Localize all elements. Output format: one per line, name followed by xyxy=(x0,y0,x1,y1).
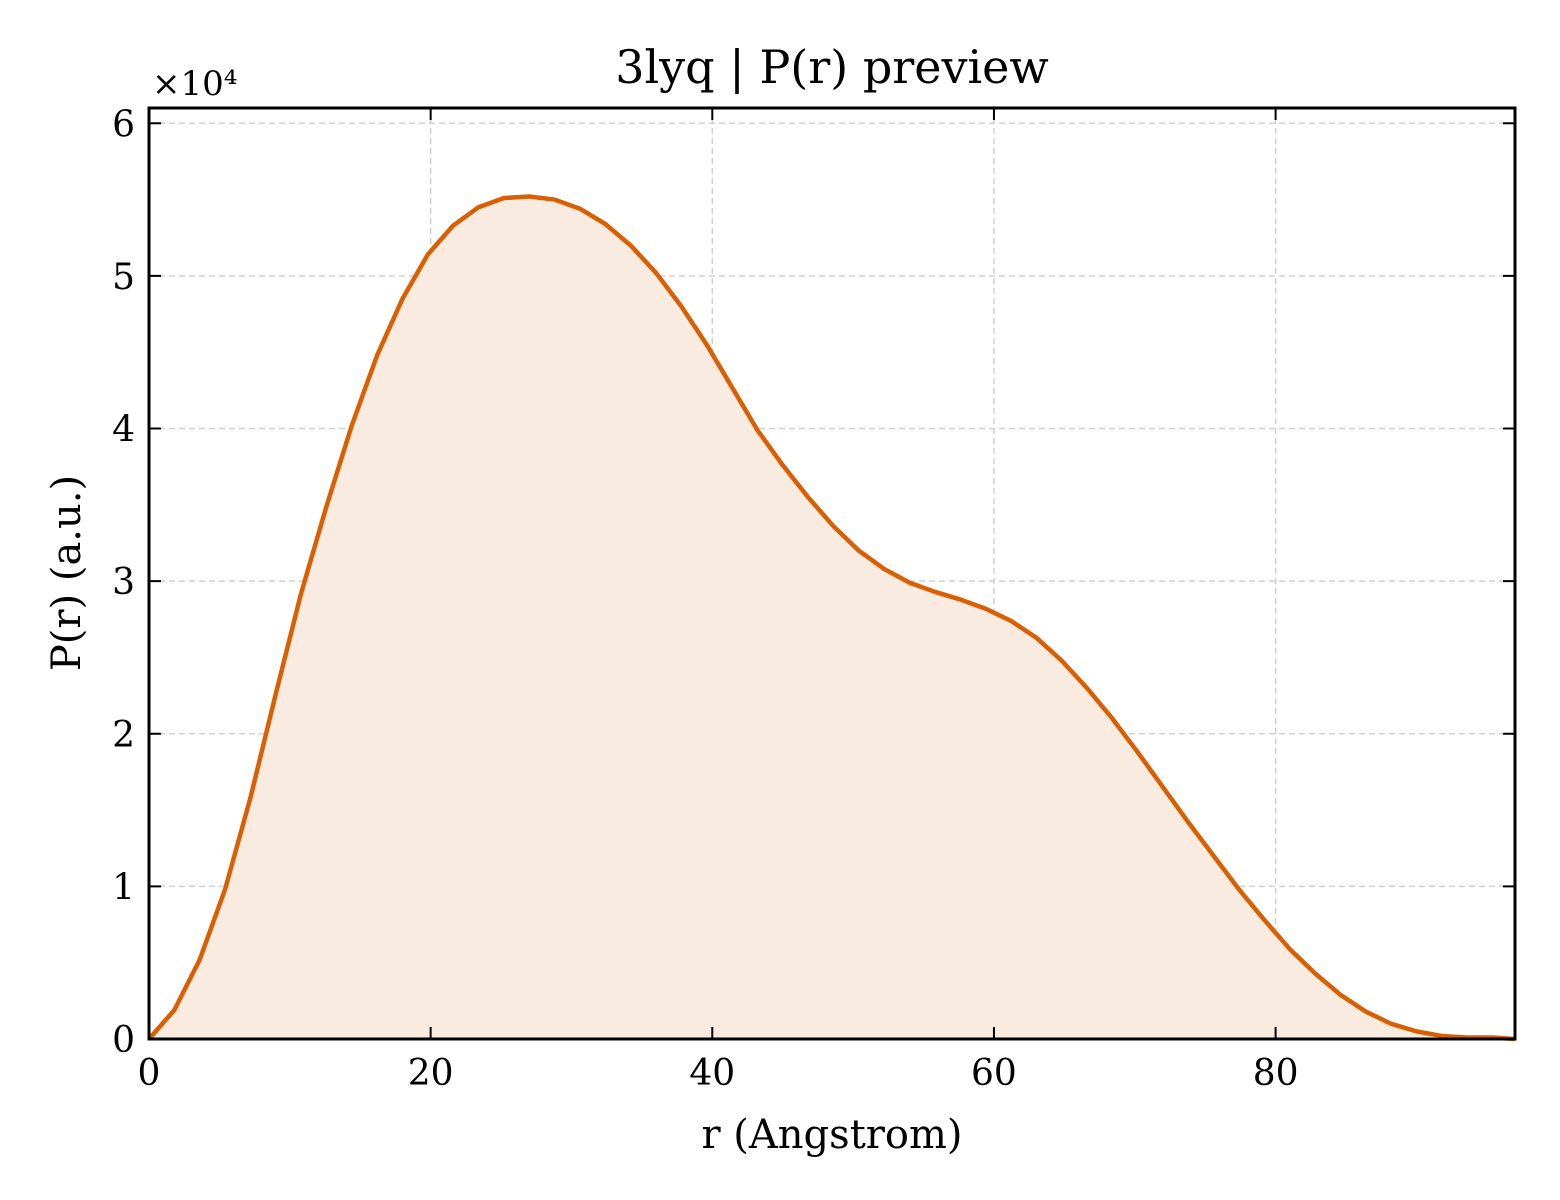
y-tick-label: 2 xyxy=(112,715,135,756)
y-tick-label: 4 xyxy=(112,410,135,451)
area-fill xyxy=(149,196,1515,1039)
y-axis-label: P(r) (a.u.) xyxy=(44,475,90,671)
y-tick-label: 6 xyxy=(112,104,135,145)
plot-frame xyxy=(147,106,1517,1041)
x-axis-label: r (Angstrom) xyxy=(701,1112,962,1158)
x-tick-label: 0 xyxy=(138,1053,161,1094)
x-tick-label: 80 xyxy=(1253,1053,1299,1094)
x-tick-label: 40 xyxy=(689,1053,735,1094)
y-tick-label: 3 xyxy=(112,562,135,603)
y-offset-label: ×10⁴ xyxy=(152,64,237,104)
y-tick-label: 5 xyxy=(112,257,135,298)
ticks-layer: 0 20 40 60 80 0 1 2 3 4 5 6 xyxy=(112,104,1515,1094)
chart-title: 3lyq | P(r) preview xyxy=(615,40,1049,94)
y-tick-label: 1 xyxy=(112,867,135,908)
series-line xyxy=(147,194,1516,1042)
x-tick-label: 20 xyxy=(408,1053,454,1094)
y-tick-label: 0 xyxy=(112,1020,135,1061)
x-tick-label: 60 xyxy=(971,1053,1017,1094)
